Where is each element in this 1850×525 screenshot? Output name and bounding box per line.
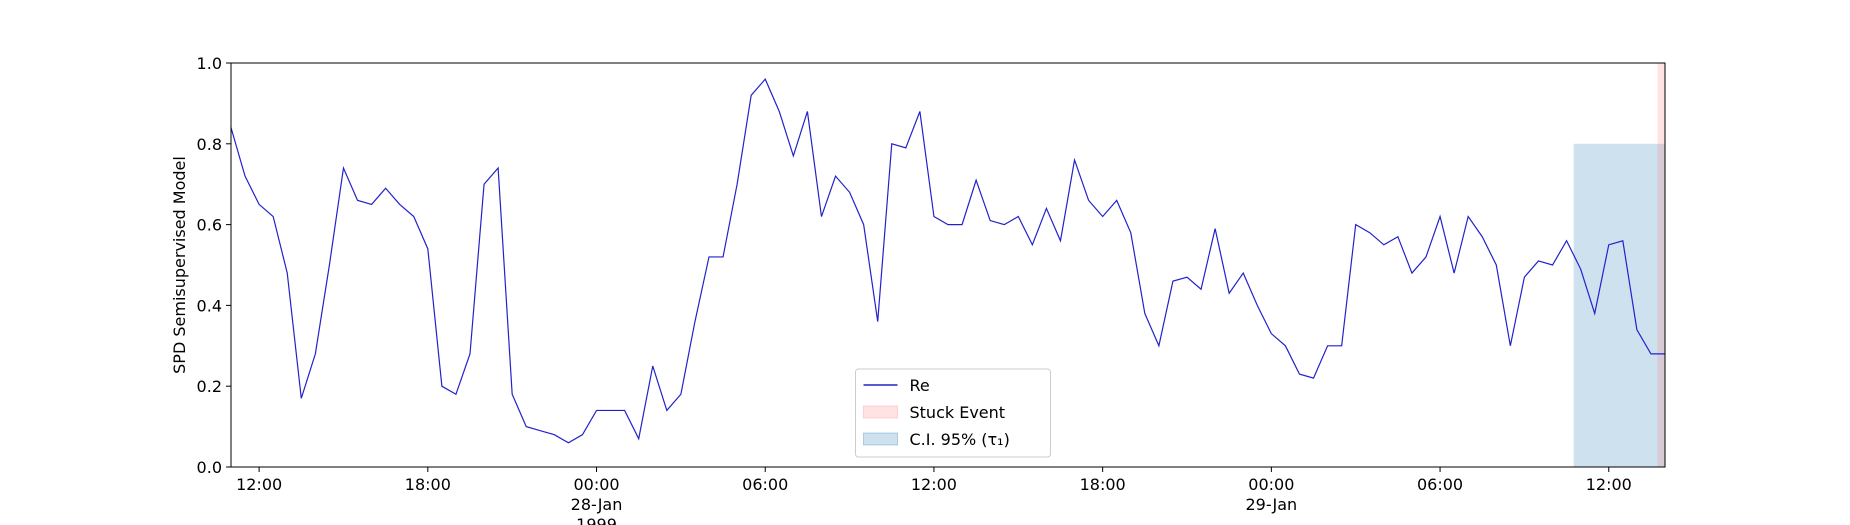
data-line bbox=[230, 78, 1665, 444]
x-tick-label: 12:00 bbox=[236, 475, 282, 494]
x-tick-label: 00:00 28-Jan 1999 bbox=[571, 475, 623, 525]
x-tick-label: 06:00 bbox=[742, 475, 788, 494]
plot-frame bbox=[230, 62, 1666, 468]
legend-label: Re bbox=[910, 376, 930, 395]
y-tick-label: 0.2 bbox=[197, 377, 222, 396]
y-axis-label: SPD Semisupervised Model bbox=[170, 156, 189, 374]
x-tick-label: 12:00 bbox=[911, 475, 957, 494]
legend-label: Stuck Event bbox=[910, 403, 1006, 422]
x-tick-label: 18:00 bbox=[1080, 475, 1126, 494]
shaded-region bbox=[1573, 143, 1665, 468]
legend-label: C.I. 95% (τ₁) bbox=[910, 430, 1010, 449]
y-tick-label: 0.4 bbox=[197, 296, 222, 315]
shaded-region bbox=[1657, 63, 1665, 467]
x-tick-label: 12:00 bbox=[1586, 475, 1632, 494]
y-tick-label: 1.0 bbox=[197, 54, 222, 73]
legend-patch bbox=[863, 405, 898, 419]
y-tick-label: 0.0 bbox=[197, 458, 222, 477]
y-tick-label: 0.8 bbox=[197, 135, 222, 154]
legend-patch bbox=[863, 432, 898, 446]
x-tick-label: 00:00 29-Jan bbox=[1246, 475, 1298, 514]
x-tick-label: 06:00 bbox=[1417, 475, 1463, 494]
legend-box bbox=[855, 368, 1051, 458]
x-tick-label: 18:00 bbox=[405, 475, 451, 494]
y-tick-label: 0.6 bbox=[197, 216, 222, 235]
